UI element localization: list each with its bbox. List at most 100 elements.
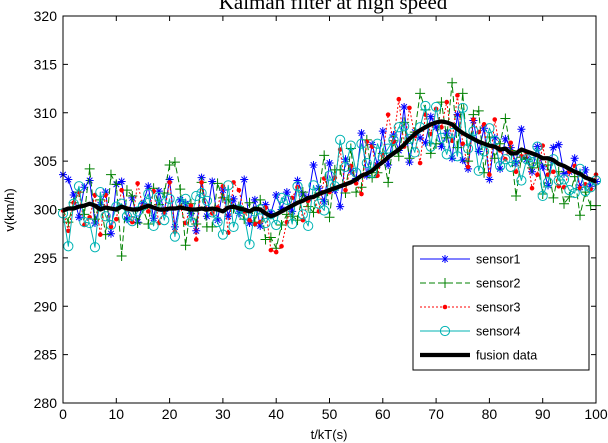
data-point-sensor3 xyxy=(359,191,364,197)
y-tick-label: 320 xyxy=(34,8,58,24)
data-point-sensor2 xyxy=(164,159,175,170)
data-point-sensor4 xyxy=(159,215,170,226)
data-point-sensor4 xyxy=(526,156,538,168)
data-point-sensor4 xyxy=(340,161,351,173)
data-point-sensor2 xyxy=(473,105,484,116)
x-tick-label: 10 xyxy=(109,406,125,422)
data-point-sensor2 xyxy=(207,221,218,232)
data-point-sensor1 xyxy=(496,164,505,173)
y-axis-label: v(km/h) xyxy=(2,188,17,231)
data-point-sensor2 xyxy=(532,158,543,169)
data-point-sensor4 xyxy=(436,132,447,144)
data-point-sensor3 xyxy=(460,141,466,147)
data-point-sensor4 xyxy=(223,180,234,191)
data-point-sensor4 xyxy=(484,123,495,134)
data-point-sensor4 xyxy=(473,165,484,176)
data-point-sensor2 xyxy=(404,153,415,164)
data-point-sensor2 xyxy=(297,187,308,198)
legend-label-sensor3: sensor3 xyxy=(476,301,521,315)
legend-marker-sensor1 xyxy=(441,255,449,263)
data-point-sensor1 xyxy=(357,129,366,138)
y-tick-label: 310 xyxy=(34,105,58,121)
data-point-sensor1 xyxy=(554,140,563,149)
legend-box xyxy=(412,245,590,371)
y-tick-label: 305 xyxy=(34,153,58,169)
data-point-sensor4 xyxy=(319,205,330,216)
data-point-sensor1 xyxy=(176,195,185,204)
data-point-sensor1 xyxy=(69,190,78,199)
data-point-sensor1 xyxy=(309,160,318,169)
data-point-sensor1 xyxy=(485,175,494,184)
data-point-sensor1 xyxy=(490,133,499,142)
data-point-sensor4 xyxy=(217,229,228,240)
data-point-sensor3 xyxy=(492,117,498,122)
data-point-sensor3 xyxy=(268,247,274,253)
data-point-sensor3 xyxy=(508,140,514,146)
data-point-sensor2 xyxy=(393,151,404,162)
data-point-sensor3 xyxy=(247,217,252,223)
data-point-sensor4 xyxy=(89,242,101,253)
data-point-sensor3 xyxy=(407,105,412,111)
data-point-sensor4 xyxy=(361,157,372,169)
data-point-sensor4 xyxy=(537,190,548,202)
data-point-sensor4 xyxy=(425,141,436,152)
data-point-sensor2 xyxy=(415,88,426,99)
data-point-sensor4 xyxy=(105,219,117,231)
data-point-sensor2 xyxy=(303,201,314,212)
data-point-sensor2 xyxy=(244,197,255,208)
data-point-sensor2 xyxy=(260,234,271,245)
data-point-sensor1 xyxy=(400,102,409,111)
data-point-sensor1 xyxy=(229,194,238,203)
data-point-sensor4 xyxy=(297,209,308,220)
data-point-sensor1 xyxy=(453,110,462,119)
data-point-sensor2 xyxy=(111,179,122,190)
data-point-sensor1 xyxy=(101,188,110,197)
data-point-sensor2 xyxy=(265,232,276,243)
legend-marker-sensor2 xyxy=(440,278,450,288)
data-point-sensor4 xyxy=(383,143,394,154)
data-point-sensor1 xyxy=(378,127,387,136)
legend-label-sensor4: sensor4 xyxy=(476,325,521,339)
data-point-sensor2 xyxy=(319,150,330,161)
legend: sensor1 sensor2 sensor3 sensor4 fusion data xyxy=(412,245,590,371)
data-point-sensor1 xyxy=(261,200,270,209)
data-point-sensor1 xyxy=(320,197,329,206)
data-point-sensor4 xyxy=(462,143,474,154)
data-point-sensor1 xyxy=(234,209,243,218)
data-point-sensor4 xyxy=(228,221,239,233)
data-point-sensor4 xyxy=(100,211,111,222)
data-point-sensor4 xyxy=(313,198,324,209)
data-point-sensor1 xyxy=(570,154,579,163)
data-point-sensor4 xyxy=(431,101,442,113)
data-point-sensor3 xyxy=(455,93,460,98)
y-tick-label: 285 xyxy=(34,347,58,363)
data-point-sensor1 xyxy=(474,147,483,156)
data-point-sensor2 xyxy=(105,169,116,180)
data-point-sensor1 xyxy=(538,162,547,171)
data-point-sensor1 xyxy=(437,142,446,151)
data-point-sensor4 xyxy=(409,147,420,158)
data-point-sensor2 xyxy=(559,198,570,209)
data-point-sensor4 xyxy=(308,180,319,191)
data-point-sensor1 xyxy=(165,175,174,184)
data-point-sensor3 xyxy=(119,187,124,193)
y-tick-label: 295 xyxy=(34,250,58,266)
data-point-sensor2 xyxy=(383,177,394,188)
data-point-sensor1 xyxy=(346,166,355,175)
data-point-sensor1 xyxy=(80,183,89,192)
data-point-sensor3 xyxy=(417,160,423,166)
data-point-sensor2 xyxy=(463,156,474,167)
data-point-sensor4 xyxy=(244,239,255,250)
data-point-sensor1 xyxy=(240,175,249,184)
data-point-sensor4 xyxy=(372,138,383,149)
data-point-sensor2 xyxy=(276,219,287,230)
data-point-sensor4 xyxy=(580,186,591,197)
data-point-sensor1 xyxy=(560,169,569,178)
data-point-sensor1 xyxy=(74,213,83,222)
x-tick-label: 60 xyxy=(375,406,391,422)
data-point-sensor4 xyxy=(558,174,570,185)
data-point-sensor4 xyxy=(500,154,511,165)
data-point-sensor1 xyxy=(202,212,211,221)
data-point-sensor1 xyxy=(586,182,595,191)
data-point-sensor2 xyxy=(169,157,180,168)
